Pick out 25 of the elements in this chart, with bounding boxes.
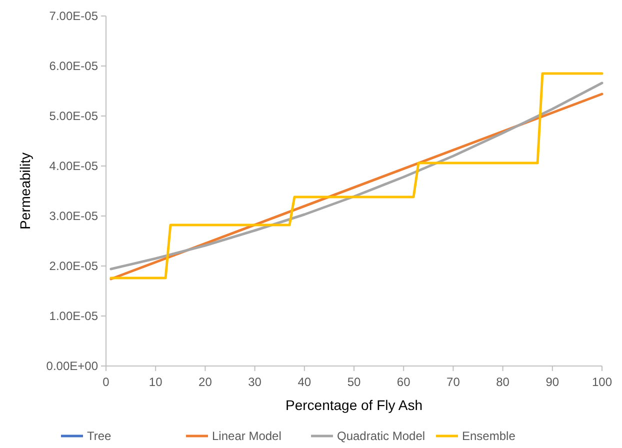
y-tick-label: 4.00E-05 xyxy=(49,159,98,174)
x-tick-label: 90 xyxy=(546,375,560,389)
y-axis-title: Permeability xyxy=(17,152,33,230)
y-tick-label: 6.00E-05 xyxy=(49,59,98,74)
y-tick-label: 1.00E-05 xyxy=(49,309,98,324)
y-tick-label: 3.00E-05 xyxy=(49,209,98,224)
y-tick-label: 2.00E-05 xyxy=(49,259,98,274)
x-tick-label: 80 xyxy=(496,375,510,389)
y-tick-label: 7.00E-05 xyxy=(49,9,98,24)
legend-label: Linear Model xyxy=(212,429,282,444)
x-tick-label: 100 xyxy=(592,375,612,389)
y-tick-label: 5.00E-05 xyxy=(49,109,98,124)
y-tick-label: 0.00E+00 xyxy=(46,359,98,374)
legend-label: Tree xyxy=(87,429,112,444)
x-tick-label: 50 xyxy=(347,375,361,389)
x-tick-label: 40 xyxy=(298,375,312,389)
legend-label: Quadratic Model xyxy=(337,429,426,444)
x-tick-label: 20 xyxy=(198,375,212,389)
x-tick-label: 70 xyxy=(446,375,460,389)
x-tick-label: 0 xyxy=(102,375,110,389)
x-tick-label: 30 xyxy=(248,375,262,389)
x-axis-title: Percentage of Fly Ash xyxy=(286,397,422,413)
legend-label: Ensemble xyxy=(462,429,516,444)
x-tick-label: 60 xyxy=(396,375,411,389)
x-tick-label: 10 xyxy=(148,375,163,389)
